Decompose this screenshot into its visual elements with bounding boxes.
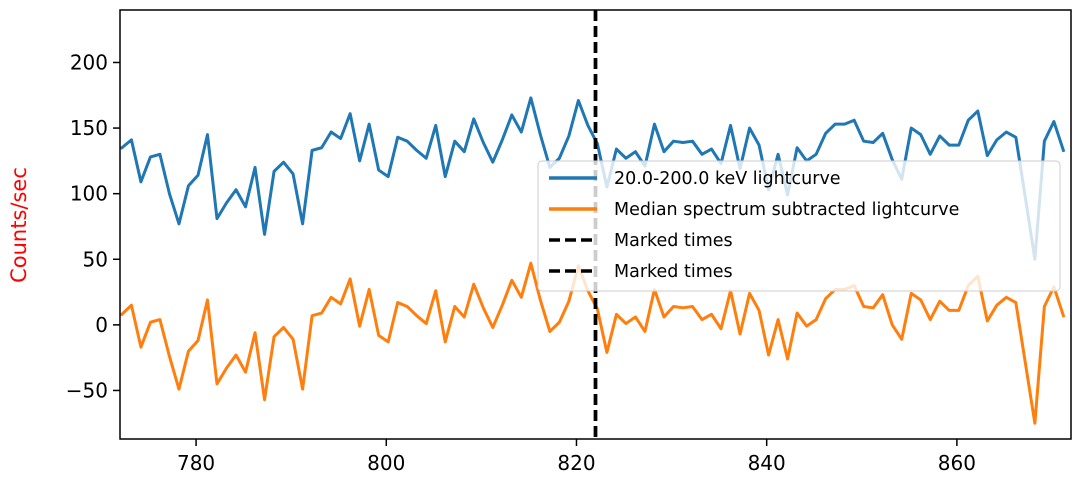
y-axis-label: Counts/sec (7, 167, 31, 283)
plot-frame (119, 9, 1072, 440)
legend-box (537, 160, 1061, 292)
y-tick-label: 200 (70, 50, 108, 74)
y-tick-label: 0 (95, 313, 108, 337)
x-tick-label: 780 (177, 451, 215, 475)
legend-label-1: Median spectrum subtracted lightcurve (614, 200, 959, 220)
y-tick-label: −50 (66, 378, 108, 402)
y-tick-label: 150 (70, 116, 108, 140)
x-axis-ticks: 780 800 820 840 860 (177, 439, 976, 475)
y-axis-label-text: Counts/sec (7, 167, 31, 283)
x-tick-label: 820 (557, 451, 595, 475)
y-tick-label: 50 (83, 247, 108, 271)
series-line-1 (120, 261, 1066, 425)
legend: 20.0-200.0 keV lightcurve Median spectrum… (537, 160, 1061, 292)
x-tick-label: 800 (367, 451, 405, 475)
series-line-0 (120, 96, 1066, 261)
legend-label-3: Marked times (614, 262, 733, 282)
y-axis-ticks: −50 0 50 100 150 200 (66, 50, 120, 402)
y-tick-label: 100 (70, 182, 108, 206)
legend-label-2: Marked times (614, 231, 733, 251)
series-layer (120, 96, 1066, 425)
x-tick-label: 840 (748, 451, 786, 475)
legend-label-0: 20.0-200.0 keV lightcurve (614, 169, 841, 189)
x-tick-label: 860 (938, 451, 976, 475)
